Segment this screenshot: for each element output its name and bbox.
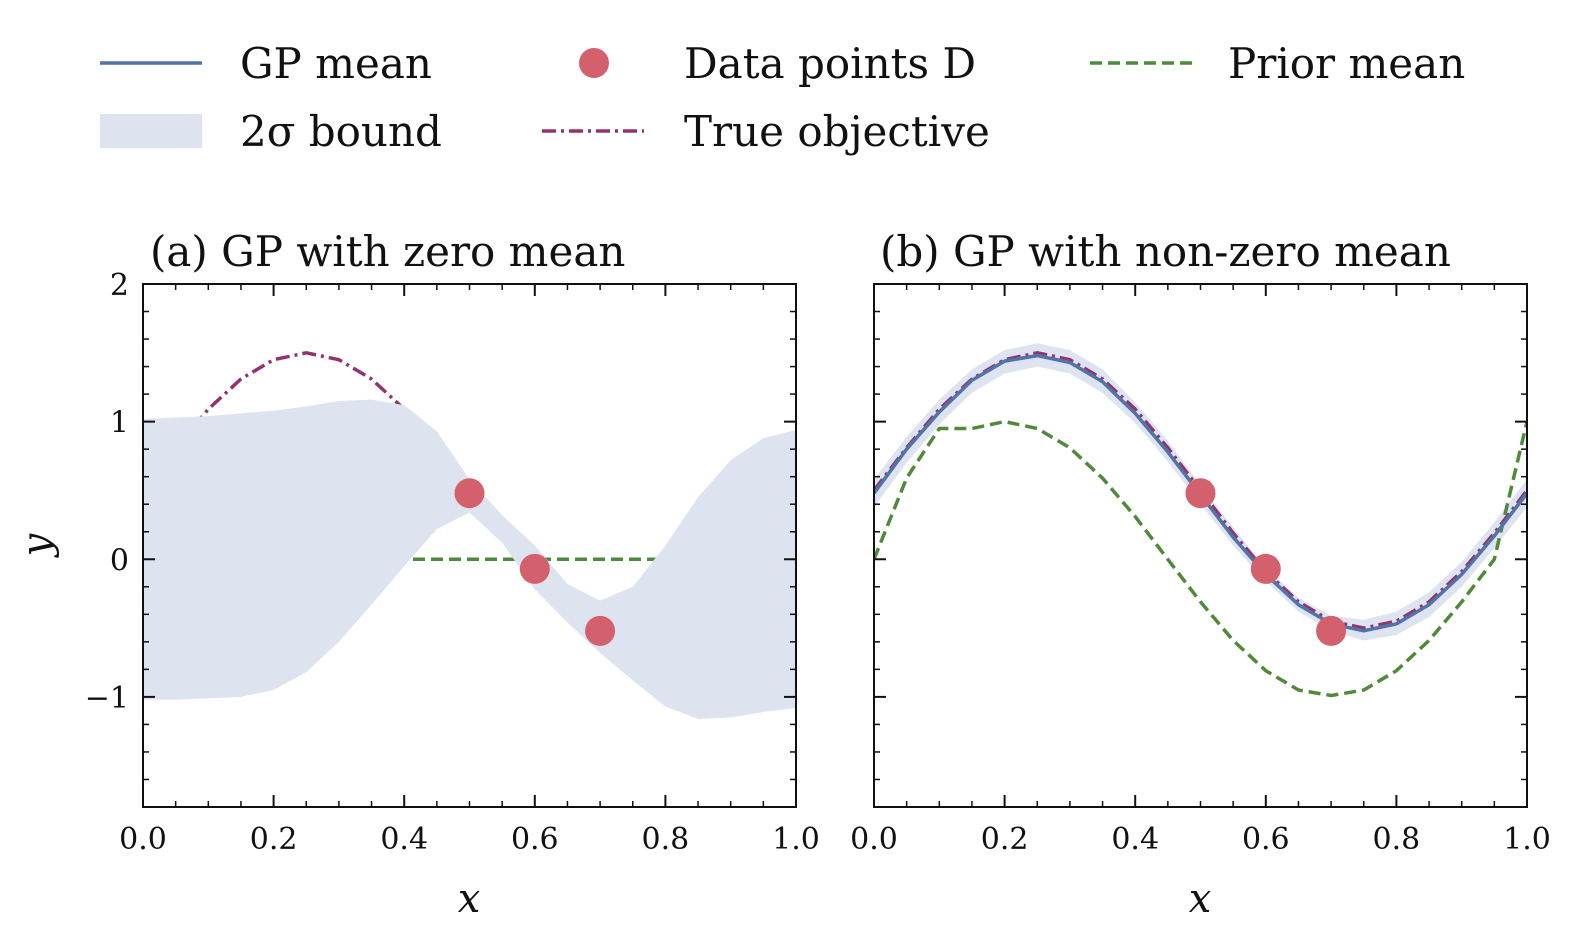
panel-b-data-point-3 bbox=[1316, 615, 1347, 646]
panel-a-plot-area bbox=[143, 351, 796, 719]
panel-b-plot-area bbox=[874, 343, 1527, 698]
panel-a-series bbox=[143, 351, 796, 719]
panel-b-x-axis-label: x bbox=[1189, 876, 1212, 922]
panel-b-x-tick-label: 0.2 bbox=[981, 822, 1029, 857]
panel-a-x-tick-label: 0.8 bbox=[642, 822, 690, 857]
panel-a-y-tick-label: 0 bbox=[110, 543, 129, 578]
panel-a-x-tick-label: 0.6 bbox=[511, 822, 559, 857]
legend-entry-data-points: Data points D bbox=[579, 39, 976, 88]
panel-a-data-point-2 bbox=[519, 553, 550, 584]
panel-b-x-tick-label: 0.8 bbox=[1373, 822, 1421, 857]
legend-swatch-2sigma-bound bbox=[100, 114, 202, 148]
panel-b-data-point-2 bbox=[1250, 553, 1281, 584]
panel-b-x-ticks: 0.0 0.2 0.4 0.6 0.8 1.0 bbox=[850, 284, 1551, 857]
legend-label-prior-mean: Prior mean bbox=[1228, 39, 1465, 88]
panel-a-x-axis-label: x bbox=[458, 876, 481, 922]
panel-b-y-ticks bbox=[874, 283, 1527, 781]
panel-a-x-tick-label: 0.2 bbox=[250, 822, 298, 857]
panel-b-x-tick-label: 0.4 bbox=[1111, 822, 1159, 857]
legend-entry-prior-mean: Prior mean bbox=[1090, 39, 1465, 88]
panel-a-y-tick-label: −1 bbox=[85, 681, 129, 716]
panel-a-data-point-1 bbox=[454, 478, 485, 509]
panel-a-y-tick-label: 1 bbox=[110, 406, 129, 441]
panel-b-data-point-1 bbox=[1185, 478, 1216, 509]
panel-a-title: (a) GP with zero mean bbox=[150, 227, 625, 276]
panel-b-x-tick-label: 0.6 bbox=[1242, 822, 1290, 857]
legend-entry-2sigma-bound: 2σ bound bbox=[100, 107, 442, 156]
legend-label-2sigma-bound: 2σ bound bbox=[240, 107, 442, 156]
panel-b-series bbox=[874, 343, 1527, 698]
legend-entry-true-objective: True objective bbox=[542, 107, 990, 156]
panel-b-title: (b) GP with non-zero mean bbox=[880, 227, 1451, 276]
panel-b-x-tick-label: 0.0 bbox=[850, 822, 898, 857]
panel-b: (b) GP with non-zero mean 0.0 0.2 0.4 0.6 0.… bbox=[850, 227, 1551, 922]
panel-a-x-tick-label: 0.0 bbox=[119, 822, 167, 857]
panel-a-y-tick-label: 2 bbox=[110, 268, 129, 303]
panel-a-y-axis-label: y bbox=[14, 532, 60, 558]
legend-label-data-points: Data points D bbox=[684, 39, 976, 88]
panel-b-frame bbox=[873, 283, 1528, 808]
legend-label-gp-mean: GP mean bbox=[240, 39, 432, 88]
panel-b-x-tick-label: 1.0 bbox=[1503, 822, 1551, 857]
panel-a: (a) GP with zero mean 0.0 0.2 0.4 0.6 0.8 1.0… bbox=[14, 227, 820, 922]
panel-b-line-prior-mean bbox=[874, 419, 1527, 698]
panel-a-x-ticks: 0.0 0.2 0.4 0.6 0.8 1.0 bbox=[119, 284, 820, 857]
panel-a-band-2-bound bbox=[143, 399, 796, 719]
legend: GP mean Data points D Prior mean 2σ boun… bbox=[100, 39, 1465, 156]
panel-a-x-tick-label: 1.0 bbox=[772, 822, 820, 857]
legend-label-true-objective: True objective bbox=[684, 107, 990, 156]
panel-a-y-ticks: 2 1 0 −1 bbox=[85, 268, 796, 781]
legend-entry-gp-mean: GP mean bbox=[100, 39, 432, 88]
panel-a-x-tick-label: 0.4 bbox=[380, 822, 428, 857]
panel-a-data-point-3 bbox=[585, 615, 616, 646]
legend-swatch-data-points bbox=[579, 48, 609, 78]
